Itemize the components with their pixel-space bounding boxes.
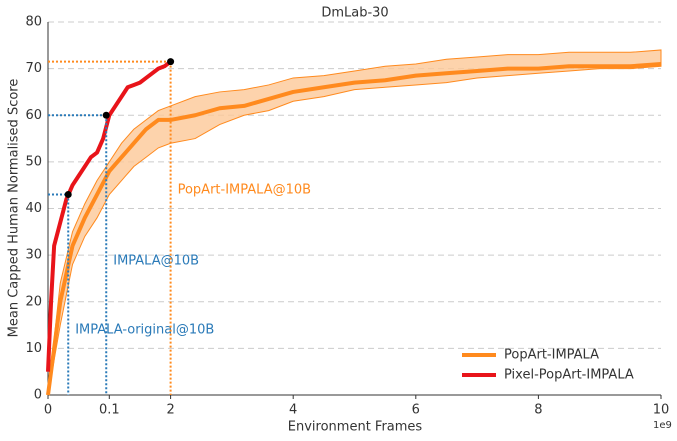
x-tick-label: 0.1: [99, 403, 120, 418]
chart-title: DmLab-30: [321, 6, 388, 21]
x-offset-label: 1e9: [653, 420, 672, 431]
y-tick-label: 70: [25, 61, 42, 76]
x-tick-label: 0: [44, 403, 52, 418]
reference-point: [167, 58, 175, 66]
y-tick-label: 20: [25, 294, 42, 309]
reference-point: [64, 191, 72, 199]
x-axis-label: Environment Frames: [288, 420, 423, 435]
y-tick-label: 40: [25, 201, 42, 216]
y-tick-label: 80: [25, 15, 42, 30]
x-tick-label: 10: [653, 403, 670, 418]
y-tick-label: 50: [25, 154, 42, 169]
x-tick-label: 6: [412, 403, 420, 418]
legend-label: Pixel-PopArt-IMPALA: [504, 368, 634, 383]
reference-point: [102, 111, 110, 119]
x-tick-label: 4: [289, 403, 297, 418]
y-tick-label: 0: [34, 388, 42, 403]
annotation: IMPALA-original@10B: [75, 323, 214, 338]
y-tick-label: 10: [25, 341, 42, 356]
series-line: [46, 60, 172, 372]
y-tick-label: 60: [25, 108, 42, 123]
annotation: IMPALA@10B: [113, 254, 199, 269]
annotation: PopArt-IMPALA@10B: [178, 183, 311, 198]
x-tick-label: 8: [534, 403, 542, 418]
series-line: [46, 61, 662, 396]
legend-label: PopArt-IMPALA: [504, 348, 599, 363]
y-axis-label: Mean Capped Human Normalised Score: [7, 79, 22, 338]
x-tick-label: 2: [166, 403, 174, 418]
y-tick-label: 30: [25, 248, 42, 263]
error-band: [47, 49, 662, 396]
